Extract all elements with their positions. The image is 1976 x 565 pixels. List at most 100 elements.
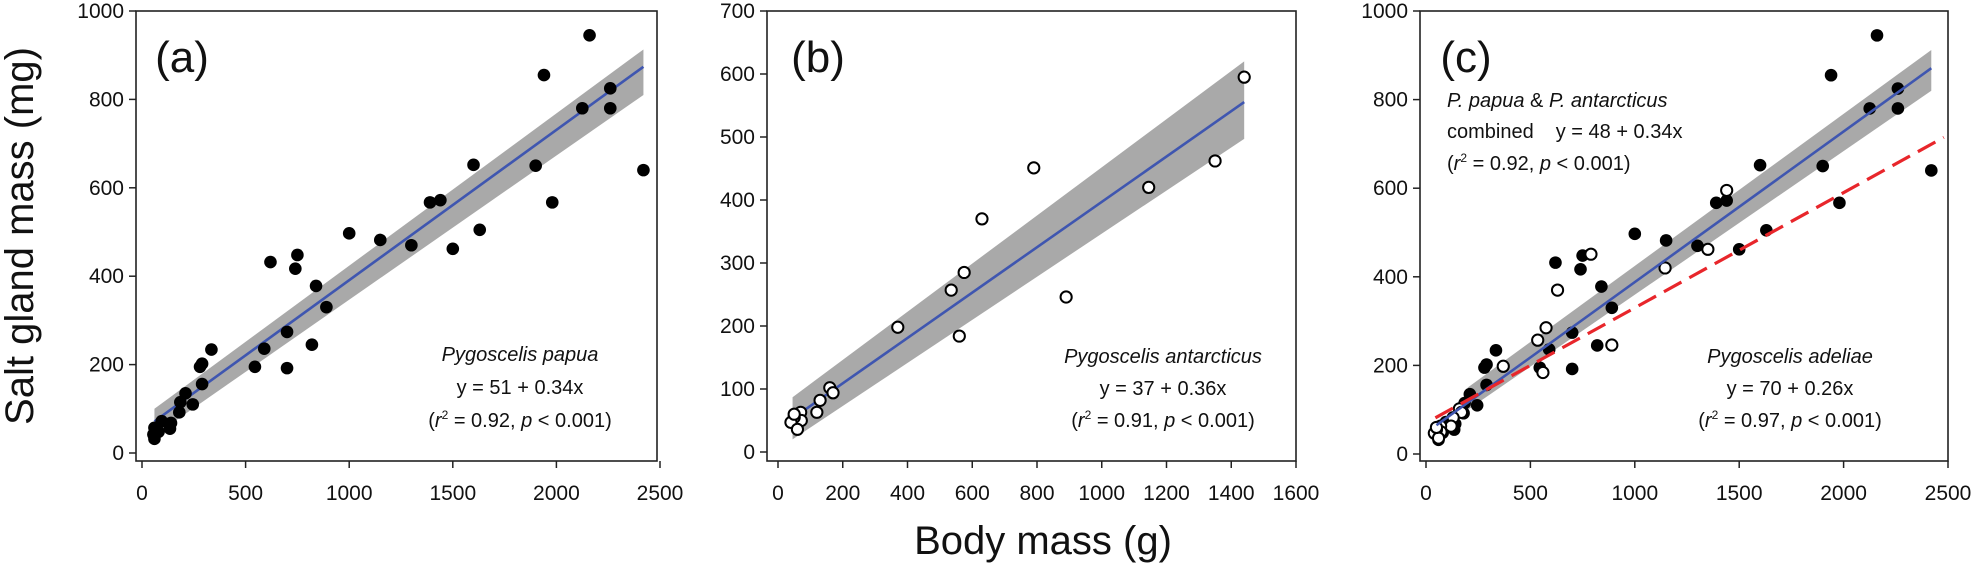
data-point-filled	[205, 343, 218, 356]
data-point-filled	[1565, 362, 1579, 376]
data-point-filled	[1595, 280, 1608, 293]
y-tick-label: 800	[89, 88, 124, 111]
data-point-filled	[545, 196, 559, 209]
y-tick-label: 500	[720, 126, 755, 149]
data-point-filled	[1574, 262, 1587, 276]
panel-label: (a)	[155, 33, 209, 82]
data-point-filled	[537, 68, 551, 82]
data-point-filled	[280, 325, 294, 339]
y-tick-label: 1000	[1361, 0, 1408, 23]
x-tick-label: 2500	[1925, 482, 1972, 505]
y-axis-title: Salt gland mass (mg)	[0, 47, 42, 425]
data-point-filled	[1824, 68, 1838, 82]
confidence-band	[154, 49, 644, 436]
x-tick-label: 500	[228, 482, 263, 505]
data-point-filled	[174, 395, 187, 409]
y-tick-label: 300	[720, 252, 755, 275]
data-point-filled	[423, 196, 437, 209]
y-tick-label: 0	[112, 442, 124, 465]
data-point-filled	[248, 360, 262, 374]
x-tick-label: 200	[825, 482, 860, 505]
data-point-filled	[576, 101, 589, 115]
data-point-filled	[1720, 194, 1733, 207]
x-tick-label: 1500	[429, 482, 476, 505]
data-point-open	[1539, 321, 1553, 335]
data-point-filled	[291, 248, 304, 262]
data-point-filled	[320, 300, 333, 314]
data-point-filled	[583, 29, 596, 42]
data-point-open	[813, 393, 827, 407]
data-point-open	[1658, 261, 1672, 275]
data-point-filled	[1732, 243, 1746, 256]
regression-line	[791, 101, 1245, 420]
y-tick-label: 200	[720, 315, 755, 338]
data-point-filled	[1470, 398, 1484, 412]
data-point-filled	[1891, 102, 1905, 115]
data-point-open	[944, 283, 958, 297]
data-point-filled	[289, 262, 302, 275]
data-point-open	[975, 212, 989, 226]
y-tick-label: 600	[89, 177, 124, 200]
data-point-open	[1059, 290, 1073, 304]
x-tick-label: 0	[136, 482, 148, 505]
y-tick-label: 600	[720, 63, 755, 86]
y-tick-label: 100	[720, 378, 755, 401]
data-point-filled	[280, 361, 294, 375]
species-name: Pygoscelis antarcticus	[1064, 346, 1262, 368]
data-point-filled	[1891, 82, 1905, 95]
stats-text: (r2 = 0.91, p < 0.001)	[1071, 408, 1255, 432]
x-tick-label: 1600	[1273, 482, 1320, 505]
panel-c: 0 500 1000 1500 2000 2500 0 200 400 600 800 1000 (c)…	[1361, 0, 1971, 505]
data-point-filled	[467, 158, 480, 172]
data-point-filled	[373, 233, 387, 247]
y-tick-label: 600	[1373, 177, 1408, 200]
stats-text: (r2 = 0.97, p < 0.001)	[1698, 408, 1882, 432]
data-point-filled	[1628, 227, 1642, 241]
x-tick-label: 0	[772, 482, 784, 505]
data-point-open	[1142, 180, 1156, 194]
data-point-filled	[193, 360, 207, 374]
data-point-open	[1536, 365, 1550, 380]
x-tick-label: 2000	[533, 482, 580, 505]
y-tick-label: 400	[89, 265, 124, 288]
regression-line	[153, 65, 645, 423]
data-point-open	[1584, 247, 1598, 261]
x-tick-label: 1000	[1078, 482, 1125, 505]
y-tick-label: 1000	[77, 0, 124, 23]
data-point-filled	[1870, 29, 1884, 42]
plot-frame	[1419, 10, 1949, 462]
regression-equation: y = 51 + 0.34x	[457, 377, 584, 399]
regression-line	[1435, 67, 1933, 427]
data-point-filled	[1549, 256, 1562, 269]
y-tick-label: 700	[720, 0, 755, 23]
y-tick-label: 0	[1396, 443, 1408, 466]
stats-text: (r2 = 0.92, p < 0.001)	[428, 408, 612, 432]
data-point-filled	[603, 82, 617, 95]
data-point-filled	[637, 163, 650, 177]
data-point-filled	[342, 227, 356, 240]
y-tick-label: 400	[720, 189, 755, 212]
data-point-open	[1701, 242, 1715, 256]
x-tick-label: 800	[1019, 482, 1054, 505]
data-point-filled	[529, 159, 542, 172]
panel-a: 0 500 1000 1500 2000 2500 0 200 400 600 800 1000 (a)…	[77, 0, 683, 505]
species-name: Pygoscelis papua	[442, 344, 599, 366]
data-point-open	[1550, 283, 1565, 297]
data-point-filled	[186, 398, 200, 411]
x-tick-label: 1000	[326, 482, 373, 505]
data-point-filled	[434, 193, 447, 207]
data-point-open	[952, 329, 966, 343]
data-point-filled	[172, 406, 186, 419]
data-point-filled	[1489, 344, 1503, 357]
data-point-filled	[1478, 361, 1491, 374]
data-point-open	[826, 386, 840, 400]
data-point-filled	[1605, 301, 1619, 315]
data-point-filled	[264, 255, 277, 269]
data-point-filled	[163, 422, 177, 435]
combined-species-names: P. papua & P. antarcticus	[1447, 90, 1668, 112]
data-point-filled	[1691, 239, 1704, 253]
data-point-open	[1531, 333, 1545, 347]
data-point-filled	[305, 338, 319, 352]
x-axis-title: Body mass (g)	[914, 519, 1172, 563]
x-tick-label: 2500	[637, 482, 684, 505]
